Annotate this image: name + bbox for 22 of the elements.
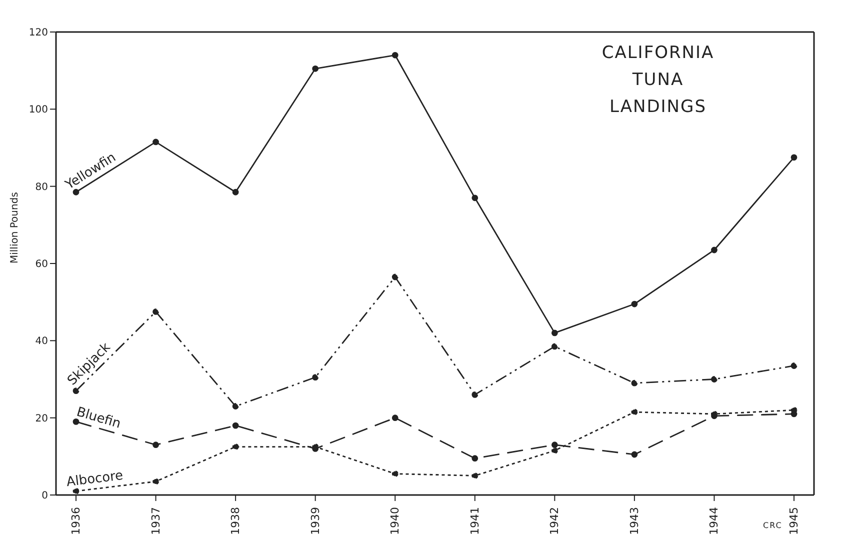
y-tick-label: 60: [35, 259, 48, 270]
x-tick-label: 1944: [708, 507, 721, 535]
x-tick-label: 1943: [628, 507, 641, 535]
y-tick-label: 100: [28, 104, 48, 116]
x-tick-label: 1942: [548, 507, 562, 535]
x-tick-label: 1936: [70, 507, 82, 535]
x-tick-label: 1939: [308, 507, 322, 535]
x-tick-label: 1945: [788, 507, 800, 535]
y-tick-label: 120: [28, 28, 48, 39]
y-tick-label: 40: [35, 336, 48, 348]
text: CRC: [763, 521, 782, 530]
y-axis-title: Million Pounds: [10, 192, 21, 264]
x-tick-label: 1938: [229, 507, 242, 535]
text: Albocore: [66, 468, 124, 490]
text: CALIFORNIA TUNA LANDINGS: [600, 42, 716, 119]
y-tick-label: 20: [35, 413, 48, 424]
x-tick-label: 1941: [468, 507, 482, 535]
x-tick-label: 1940: [388, 507, 402, 535]
y-tick-label: 0: [42, 490, 48, 502]
x-tick-label: 1937: [149, 507, 162, 535]
text: Bluefin: [74, 404, 122, 432]
y-tick-label: 80: [35, 182, 48, 193]
